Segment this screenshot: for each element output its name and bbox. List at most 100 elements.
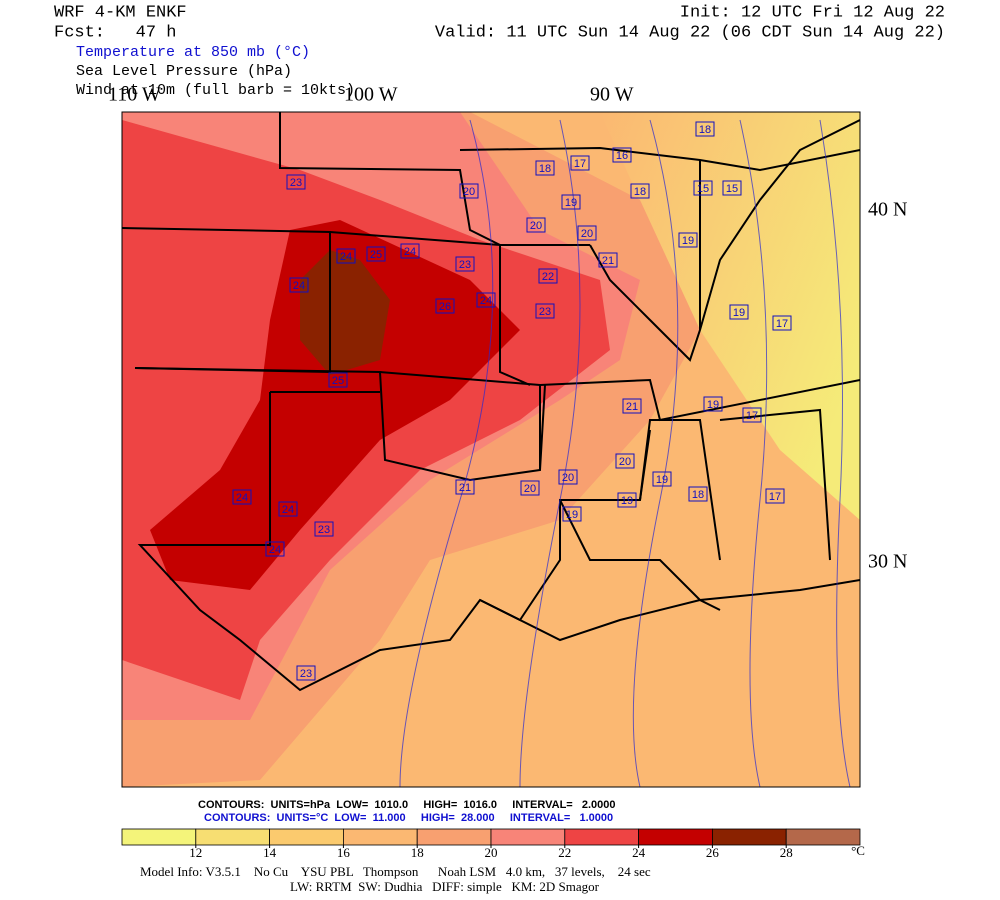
contour-label-box: [622, 398, 642, 414]
contour-label-box: [577, 225, 597, 241]
boundaries: [122, 112, 860, 692]
contour-label-box: [336, 248, 356, 264]
colorbar-tick-label: 16: [337, 845, 351, 860]
contour-label: 23: [539, 306, 551, 318]
contour-label: 24: [282, 504, 294, 516]
contour-label-box: [772, 315, 792, 331]
contour-label-box: [520, 480, 540, 496]
contour-label-box: [289, 277, 309, 293]
contour-label: 24: [293, 280, 305, 292]
contour-label: 19: [656, 474, 668, 486]
contour-label: 24: [269, 544, 281, 556]
contour-label: 20: [619, 456, 631, 468]
contour-labels: 18 17 16 18 20 19 18 15 15 23 20 20 19 21 24 25 24 23 22 24…: [232, 121, 792, 681]
contour-label-box: [476, 292, 496, 308]
contour-label-box: [695, 121, 715, 137]
contour-label-box: [678, 232, 698, 248]
contour-label: 18: [699, 124, 711, 136]
contour-label-box: [535, 303, 555, 319]
lat-label: 30 N: [868, 551, 907, 573]
map-frame: [121, 111, 861, 788]
contour-label: 19: [621, 495, 633, 507]
contour-label: 25: [370, 249, 382, 261]
map: 18 17 16 18 20 19 18 15 15 23 20 20 19 21 24 25 24 23 22 24…: [121, 111, 861, 788]
colorbar-tick-label: 22: [558, 845, 571, 860]
model-info: LW: RRTM SW: Dudhia DIFF: simple KM: 2D …: [290, 879, 600, 894]
field-label: Wind at 10m (full barb = 10kts): [76, 82, 355, 99]
colorbar-segment: [638, 828, 713, 846]
colorbar-segment: [712, 828, 787, 846]
contour-label: 17: [574, 158, 586, 170]
slp-contour-info: CONTOURS: UNITS=hPa LOW= 1010.0 HIGH= 10…: [198, 799, 616, 811]
contour-label-box: [526, 217, 546, 233]
contour-label-box: [615, 453, 635, 469]
contour-label: 22: [542, 271, 554, 283]
contour-label-box: [296, 665, 316, 681]
contour-label: 25: [332, 375, 344, 387]
colorbar-tick-label: 26: [706, 845, 720, 860]
contour-label: 24: [236, 492, 248, 504]
contour-label: 20: [524, 483, 536, 495]
hot-region: [150, 220, 520, 590]
contour-label-box: [703, 396, 723, 412]
contour-label-box: [570, 155, 590, 171]
lon-label: 110 W: [108, 84, 161, 106]
contour-label-box: [278, 501, 298, 517]
contour-label-box: [693, 180, 713, 196]
colorbar-tick-label: 18: [411, 845, 424, 860]
contour-label: 17: [776, 318, 788, 330]
colorbar-segment: [785, 828, 861, 846]
contour-label-box: [612, 147, 632, 163]
contour-label-box: [722, 180, 742, 196]
lon-label: 100 W: [344, 84, 398, 106]
contour-label: 19: [733, 307, 745, 319]
contour-label: 20: [530, 220, 542, 232]
contour-label-box: [314, 521, 334, 537]
contour-label: 21: [626, 401, 638, 413]
colorbar-unit: °C: [851, 843, 865, 858]
contour-label-box: [538, 268, 558, 284]
colorbar-segment: [490, 828, 566, 846]
colorbar-tick-label: 24: [632, 845, 646, 860]
model-name: WRF 4-KM ENKF: [54, 3, 187, 22]
contour-label-box: [617, 492, 637, 508]
hottest-region: [300, 250, 390, 375]
contour-label: 21: [602, 255, 614, 267]
contour-label: 20: [463, 186, 475, 198]
field-label: Sea Level Pressure (hPa): [76, 63, 292, 80]
contour-label: 17: [746, 410, 758, 422]
contour-label: 23: [300, 668, 312, 680]
contour-label-box: [400, 243, 420, 259]
contour-label: 23: [459, 259, 471, 271]
contour-label-box: [328, 372, 348, 388]
contour-label: 24: [404, 246, 416, 258]
contour-label: 23: [318, 524, 330, 536]
lon-label: 90 W: [590, 84, 634, 106]
contour-label-box: [286, 174, 306, 190]
colorbar-segment: [416, 828, 492, 846]
contour-label-box: [366, 246, 386, 262]
contour-label-box: [435, 298, 455, 314]
contour-label: 21: [459, 482, 471, 494]
contour-label: 24: [340, 251, 352, 263]
contour-label-box: [729, 304, 749, 320]
contour-label-box: [688, 486, 708, 502]
contour-label-box: [742, 407, 762, 423]
contour-label: 17: [769, 491, 781, 503]
contour-label-box: [455, 479, 475, 495]
contour-label-box: [630, 183, 650, 199]
contour-label: 20: [581, 228, 593, 240]
contour-label: 19: [566, 509, 578, 521]
contour-label: 15: [726, 183, 738, 195]
contour-label: 19: [707, 399, 719, 411]
contour-label-box: [265, 541, 285, 557]
contour-label: 15: [697, 183, 709, 195]
contour-label: 19: [682, 235, 694, 247]
field-label: Temperature at 850 mb (°C): [76, 44, 310, 61]
contour-label-box: [561, 194, 581, 210]
colorbar-tick-label: 14: [263, 845, 277, 860]
forecast-hour: Fcst: 47 h: [54, 23, 176, 42]
colorbar-tick-label: 12: [189, 845, 202, 860]
colorbar-segment: [564, 828, 639, 846]
